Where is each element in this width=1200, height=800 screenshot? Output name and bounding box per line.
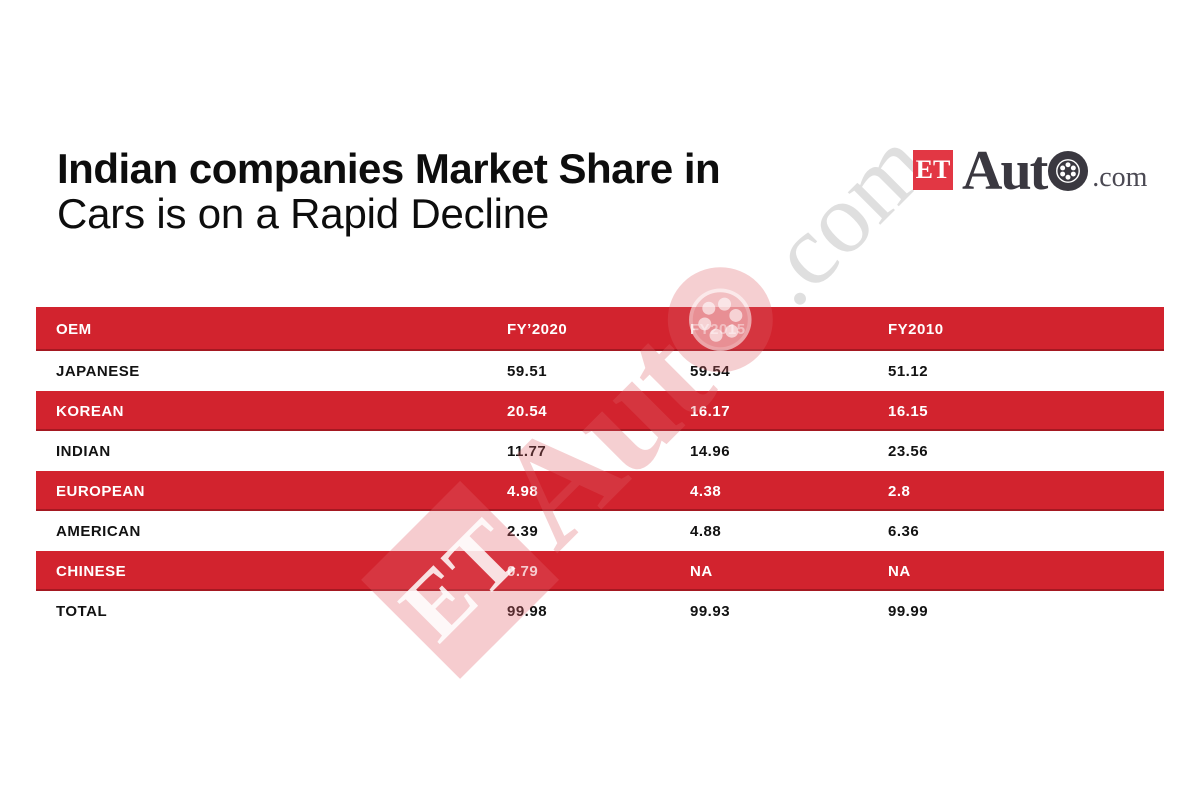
value-cell: 16.15	[888, 402, 929, 420]
value-cell: NA	[690, 562, 713, 580]
oem-cell: INDIAN	[56, 442, 111, 460]
table-row-indian: INDIAN 11.77 14.96 23.56	[36, 431, 1164, 471]
logo-dotcom-text: .com	[1092, 162, 1148, 193]
title-line-1: Indian companies Market Share in	[57, 145, 721, 192]
value-cell: 99.98	[507, 602, 548, 620]
tire-wheel-icon	[1048, 150, 1089, 192]
oem-cell: TOTAL	[56, 602, 108, 620]
value-cell: 14.96	[690, 442, 731, 460]
etauto-logo: ET Aut .com	[913, 140, 1148, 202]
value-cell: 23.56	[888, 442, 929, 460]
table-row-american: AMERICAN 2.39 4.88 6.36	[36, 511, 1164, 551]
table-row-korean: KOREAN 20.54 16.17 16.15	[36, 391, 1164, 431]
table-header-row: OEM FY’2020 FY2015 FY2010	[36, 307, 1164, 351]
col-header-fy2015: FY2015	[690, 320, 746, 338]
et-logo-mark: ET	[913, 150, 953, 190]
watermark-dotcom-text: .com	[731, 108, 950, 327]
table-row-total: TOTAL 99.98 99.93 99.99	[36, 591, 1164, 631]
oem-cell: CHINESE	[56, 562, 127, 580]
value-cell: 59.54	[690, 362, 731, 380]
oem-cell: KOREAN	[56, 402, 125, 420]
table-row-european: EUROPEAN 4.98 4.38 2.8	[36, 471, 1164, 511]
value-cell: 4.98	[507, 482, 539, 500]
table-row-chinese: CHINESE 0.79 NA NA	[36, 551, 1164, 591]
col-header-oem: OEM	[56, 320, 92, 338]
market-share-table: OEM FY’2020 FY2015 FY2010 JAPANESE 59.51…	[36, 307, 1164, 631]
oem-cell: JAPANESE	[56, 362, 140, 380]
title-line-2: Cars is on a Rapid Decline	[57, 190, 550, 237]
value-cell: NA	[888, 562, 911, 580]
value-cell: 99.99	[888, 602, 929, 620]
value-cell: 2.39	[507, 522, 539, 540]
col-header-fy2020: FY’2020	[507, 320, 568, 338]
logo-auto-text: Aut	[962, 140, 1048, 202]
value-cell: 4.88	[690, 522, 722, 540]
oem-cell: EUROPEAN	[56, 482, 146, 500]
value-cell: 16.17	[690, 402, 731, 420]
value-cell: 59.51	[507, 362, 548, 380]
value-cell: 20.54	[507, 402, 548, 420]
value-cell: 6.36	[888, 522, 920, 540]
value-cell: 0.79	[507, 562, 539, 580]
value-cell: 2.8	[888, 482, 911, 500]
value-cell: 11.77	[507, 442, 547, 460]
page-title: Indian companies Market Share in Cars is…	[57, 145, 721, 237]
et-logo-text: ET	[915, 155, 951, 184]
table-row-japanese: JAPANESE 59.51 59.54 51.12	[36, 351, 1164, 391]
value-cell: 99.93	[690, 602, 731, 620]
value-cell: 51.12	[888, 362, 929, 380]
col-header-fy2010: FY2010	[888, 320, 944, 338]
value-cell: 4.38	[690, 482, 722, 500]
oem-cell: AMERICAN	[56, 522, 141, 540]
